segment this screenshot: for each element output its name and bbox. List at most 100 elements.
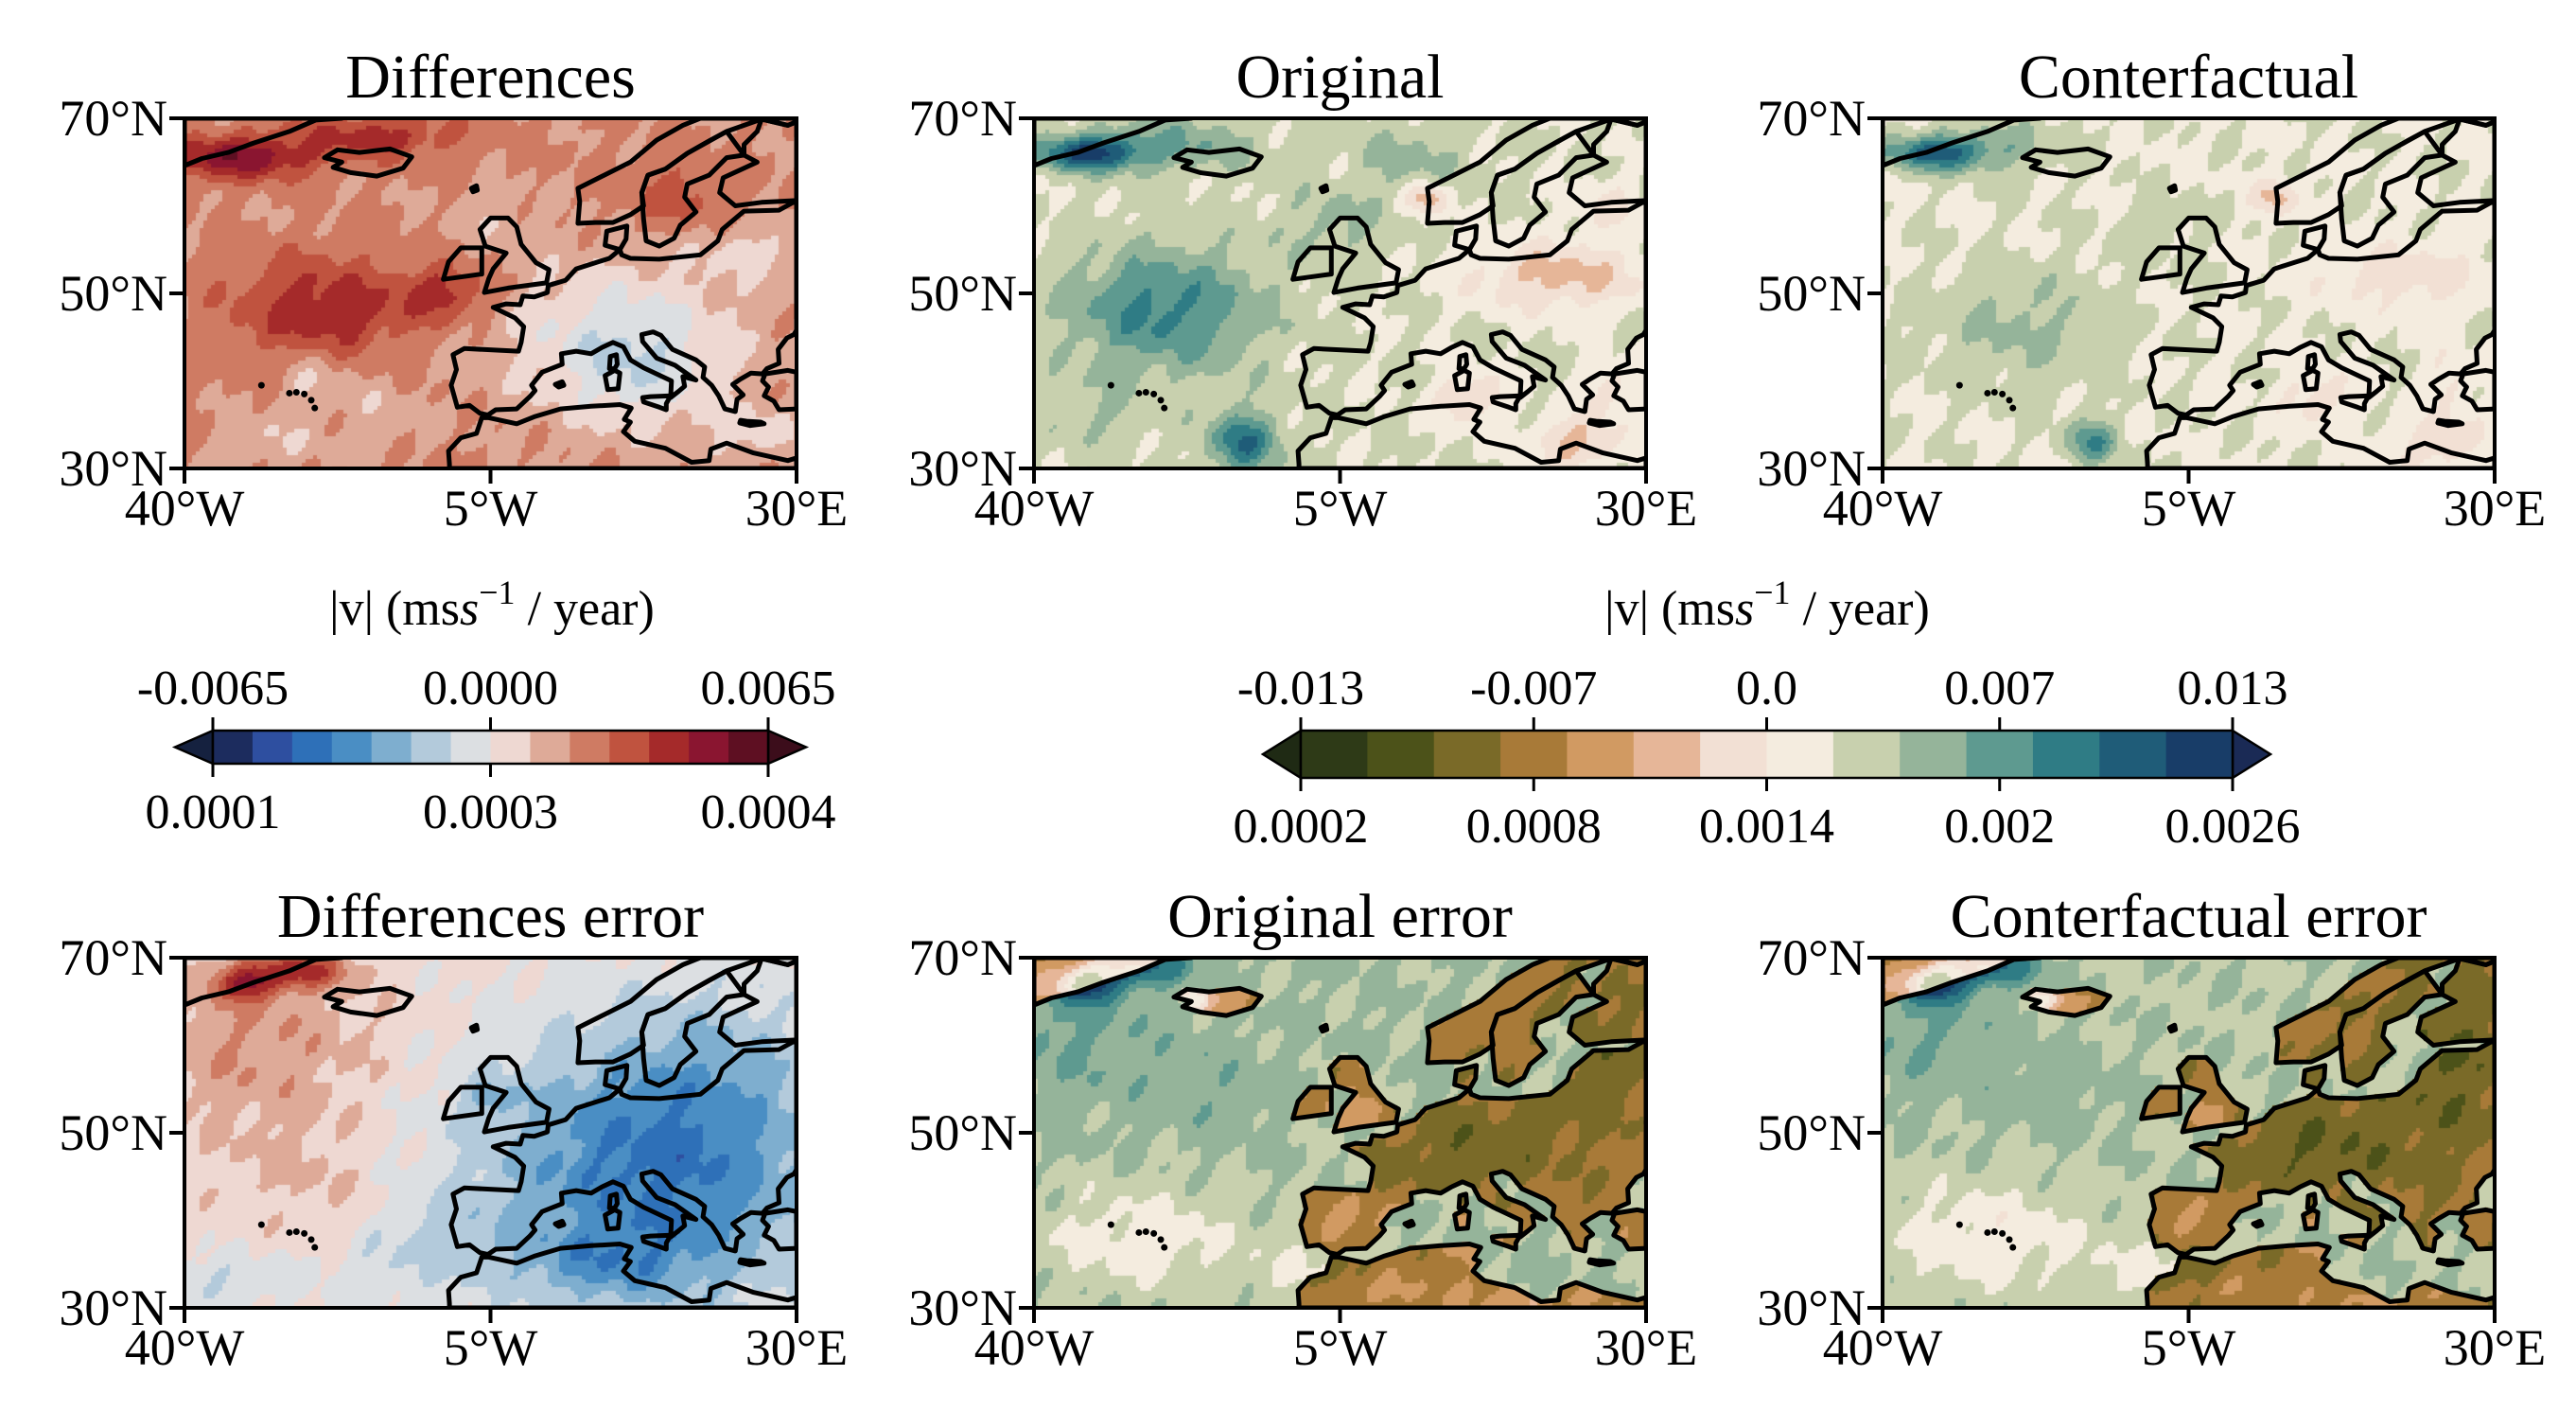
coast-sicily	[1489, 393, 1523, 413]
island-dot	[1244, 1321, 1251, 1328]
diverging-colorbar-swatch	[609, 731, 650, 764]
island-dot	[1161, 404, 1168, 412]
coast-crete	[737, 1257, 767, 1268]
island-dot	[301, 1229, 308, 1237]
island-dot	[1984, 1228, 1991, 1236]
sequential-colorbar-arrow-left	[1260, 728, 1303, 781]
island-dot	[2009, 1243, 2017, 1251]
coast-sardinia	[603, 1207, 622, 1232]
coast-faroe	[1318, 1022, 1330, 1034]
y-tick-label: 30°N	[1757, 1279, 1866, 1336]
diverging-colorbar-swatch	[252, 731, 293, 764]
coast-northafrica	[2144, 1242, 2495, 1308]
x-tick-label: 40°W	[974, 480, 1095, 537]
x-tick-label: 40°W	[974, 1319, 1095, 1376]
diverging-colorbar-swatch	[213, 731, 254, 764]
island-dot	[1999, 1229, 2006, 1237]
island-dot	[1135, 1228, 1143, 1236]
x-tick-label: 5°W	[2142, 1319, 2236, 1376]
island-dot	[1142, 389, 1149, 397]
sequential-colorbar-top-tick-label: 0.013	[2178, 661, 2288, 715]
coast-finland	[717, 118, 797, 208]
sequential-colorbar-bottom-tick-label: 0.0014	[1699, 800, 1834, 854]
coast-greenland	[184, 118, 344, 168]
island-dot	[412, 475, 418, 482]
sequential-colorbar-swatch	[1433, 731, 1501, 778]
diverging-colorbar-label: |v| (mss−1 / year)	[329, 573, 655, 636]
island-dot	[412, 1314, 418, 1321]
diverging-colorbar-arrow-left	[171, 729, 215, 766]
coast-northafrica	[446, 402, 797, 468]
sequential-colorbar-swatch	[1567, 731, 1635, 778]
x-tick-label: 40°W	[125, 1319, 245, 1376]
island-dot	[1236, 480, 1243, 486]
island-dot	[311, 404, 319, 412]
x-tick-label: 30°E	[1595, 1319, 1698, 1376]
sequential-colorbar-swatch	[1367, 731, 1435, 778]
coast-sweden	[1488, 968, 1596, 1088]
diverging-colorbar-swatch	[411, 731, 452, 764]
x-tick-label: 5°W	[1293, 1319, 1388, 1376]
coast-corsica	[1456, 352, 1469, 372]
sequential-colorbar-swatch	[1900, 731, 1968, 778]
x-tick-label: 40°W	[125, 480, 245, 537]
sequential-colorbar-bottom-tick-label: 0.0002	[1234, 800, 1369, 854]
island-dot	[311, 1243, 319, 1251]
island-dot	[1999, 390, 2006, 397]
sequential-colorbar-body	[1260, 728, 2273, 781]
island-dot	[1157, 1236, 1165, 1243]
coast-faroe	[468, 1022, 481, 1034]
y-tick-label: 30°N	[908, 440, 1017, 497]
y-tick-label: 30°N	[59, 1279, 167, 1336]
coast-sweden	[639, 968, 746, 1088]
coast-crete	[1586, 417, 1617, 429]
diverging-colorbar-swatch	[331, 731, 373, 764]
sequential-colorbar-swatch	[1700, 731, 1768, 778]
coast-iceland	[1171, 985, 1264, 1018]
coast-ireland	[441, 1085, 484, 1121]
coast-continent	[1298, 198, 1646, 418]
island-dot	[1984, 389, 1991, 397]
sequential-colorbar-swatch	[1301, 731, 1368, 778]
diff-coastlines	[184, 118, 797, 482]
island-dot	[1107, 381, 1114, 389]
sequential-colorbar-swatch	[1966, 731, 2034, 778]
sequential-colorbar: |v| (mss−1 / year) -0.013 -0.007 0.0 0.007 0…	[1234, 573, 2301, 854]
diff-title: Differences	[345, 43, 636, 112]
island-dot	[387, 1319, 394, 1326]
coast-britain	[477, 215, 552, 295]
x-tick-label: 30°E	[2444, 1319, 2547, 1376]
x-tick-label: 5°W	[444, 480, 538, 537]
x-tick-label: 40°W	[1823, 480, 1943, 537]
sequential-colorbar-label: |v| (mss−1 / year)	[1604, 573, 1930, 636]
coast-sweden	[1488, 129, 1596, 249]
coast-corsica	[606, 1191, 620, 1211]
island-dot	[2093, 482, 2099, 488]
coast-corsica	[606, 352, 620, 372]
coast-ireland	[1290, 245, 1334, 282]
coast-continent	[2147, 198, 2495, 418]
island-dot	[292, 389, 300, 397]
sequential-colorbar-swatch	[2165, 731, 2234, 778]
island-dot	[1150, 390, 1158, 397]
island-dot	[286, 1228, 293, 1236]
coast-turkey	[760, 367, 797, 413]
diverging-colorbar-body	[171, 729, 810, 766]
diff_err-title: Differences error	[277, 882, 704, 951]
coast-sardinia	[2301, 1207, 2321, 1232]
coast-sicily	[640, 1232, 674, 1252]
coast-greenland	[184, 958, 344, 1008]
panel-cf: Conterfactual 40°W 5°W 30°E 70°N 50°N 30°N	[1757, 43, 2546, 537]
island-dot	[1161, 1243, 1168, 1251]
coast-finland	[2415, 958, 2495, 1048]
coast-ireland	[441, 245, 484, 282]
coast-sicily	[1489, 1232, 1523, 1252]
y-tick-label: 70°N	[908, 929, 1017, 986]
x-tick-label: 5°W	[2142, 480, 2236, 537]
sequential-colorbar-swatch	[1832, 731, 1901, 778]
island-dot	[1150, 1229, 1158, 1237]
y-tick-label: 50°N	[59, 1104, 167, 1161]
coast-turkey	[760, 1207, 797, 1252]
